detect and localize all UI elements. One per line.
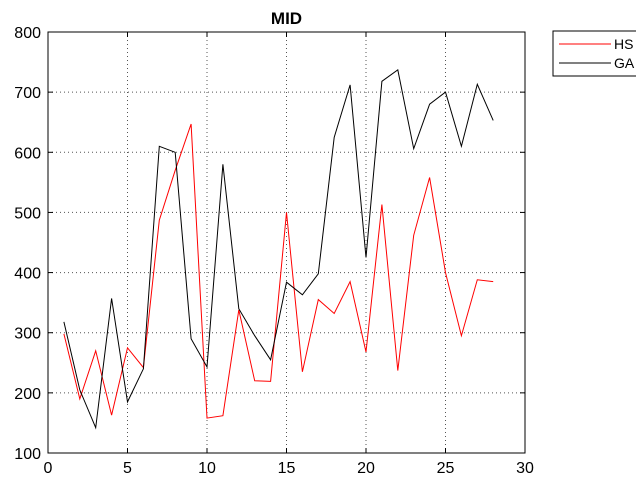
x-tick-label: 25 bbox=[437, 460, 455, 477]
legend-box bbox=[552, 30, 636, 77]
x-tick-label: 0 bbox=[44, 460, 53, 477]
legend: HS GA bbox=[552, 30, 636, 77]
legend-label-ga: GA bbox=[614, 55, 635, 71]
x-tick-label: 5 bbox=[123, 460, 132, 477]
series-line-hs bbox=[63, 123, 494, 419]
plot-frame bbox=[47, 31, 526, 454]
y-tick-label: 300 bbox=[14, 326, 41, 343]
y-tick-label: 100 bbox=[14, 446, 41, 463]
x-tick-label: 10 bbox=[198, 460, 216, 477]
series-line-ga bbox=[63, 69, 494, 430]
y-tick-label: 400 bbox=[14, 266, 41, 283]
y-tick-label: 500 bbox=[14, 205, 41, 222]
grid bbox=[48, 32, 525, 453]
series-lines bbox=[63, 69, 494, 430]
y-tick-label: 200 bbox=[14, 386, 41, 403]
y-tick-label: 800 bbox=[14, 25, 41, 42]
axes: 0 5 10 15 20 25 30 100 200 300 400 500 600 700 800 bbox=[14, 25, 534, 477]
legend-label-hs: HS bbox=[614, 36, 633, 52]
chart-title: MID bbox=[271, 9, 302, 28]
x-tick-label: 20 bbox=[357, 460, 375, 477]
y-tick-label: 600 bbox=[14, 145, 41, 162]
x-tick-label: 30 bbox=[516, 460, 534, 477]
y-tick-label: 700 bbox=[14, 85, 41, 102]
x-tick-label: 15 bbox=[278, 460, 296, 477]
